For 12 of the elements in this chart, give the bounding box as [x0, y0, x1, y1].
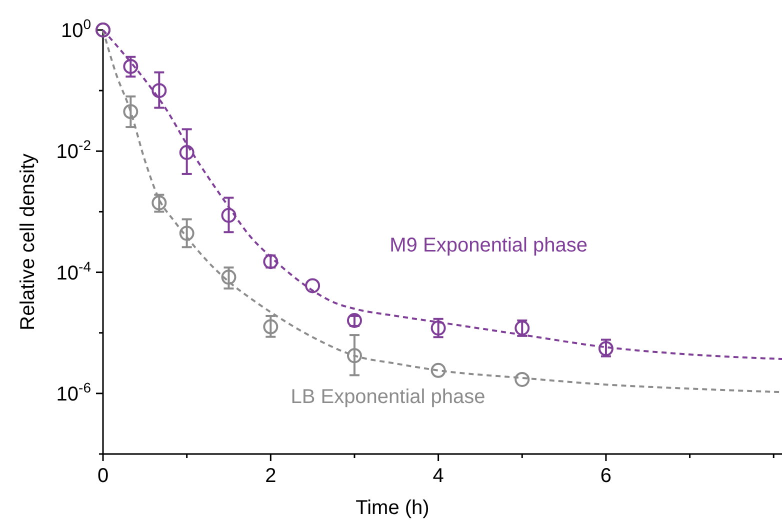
y-axis-title: Relative cell density	[17, 154, 39, 330]
x-tick-label: 6	[600, 465, 612, 487]
y-tick-label: 10$^{-6}$	[56, 379, 92, 406]
x-tick-label: 0	[97, 465, 109, 487]
y-tick-label: 10$^{-4}$	[56, 258, 92, 284]
series-label: LB Exponential phase	[290, 386, 486, 408]
x-tick-label: 4	[432, 465, 444, 487]
y-tick-label: 10$^{-2}$	[56, 137, 92, 164]
x-axis-title: Time (h)	[356, 497, 430, 519]
text: M9 Exponential phase	[390, 234, 588, 257]
y-tick-label: 10$^{0}$	[60, 16, 92, 42]
x-tick-label: 2	[265, 465, 276, 487]
